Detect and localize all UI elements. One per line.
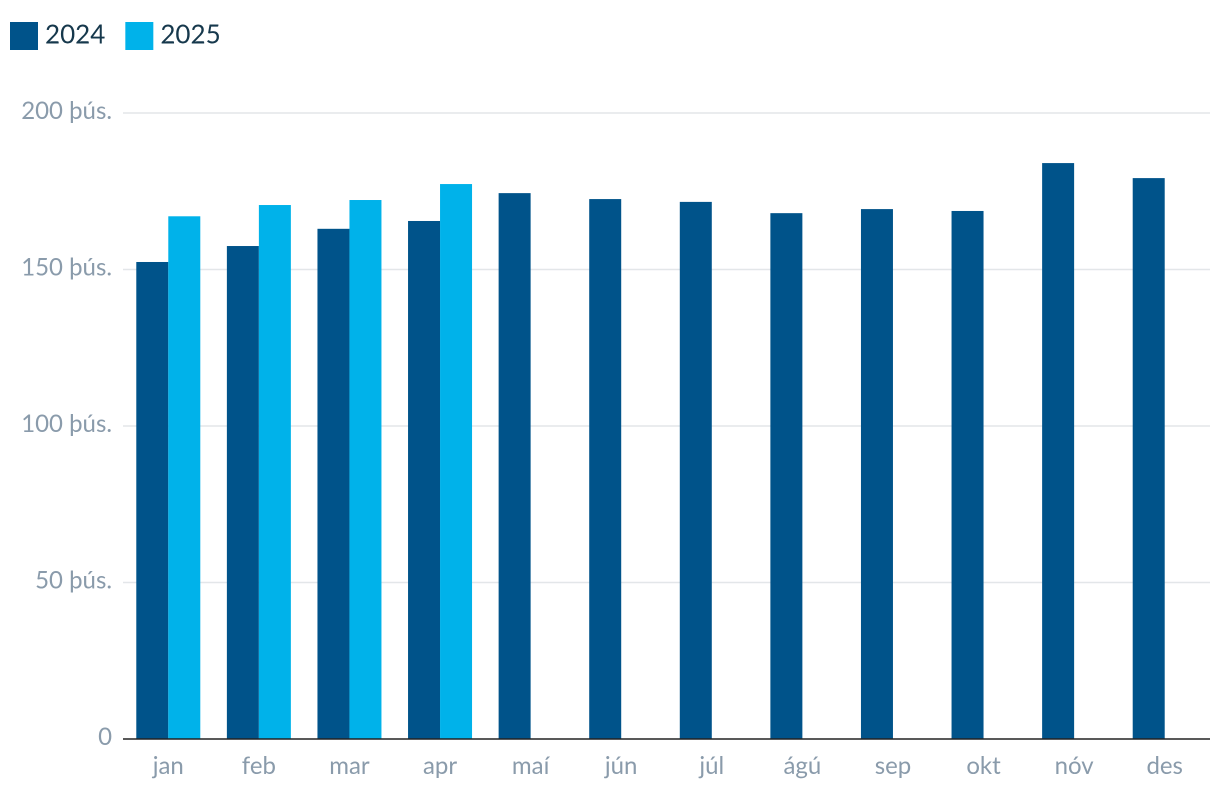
x-tick-label: okt bbox=[966, 751, 1001, 780]
bar bbox=[679, 201, 712, 740]
x-tick-label: jún bbox=[604, 751, 638, 780]
bar bbox=[136, 261, 169, 739]
x-tick-label: apr bbox=[423, 751, 457, 780]
x-tick-label: júl bbox=[698, 751, 724, 780]
bar bbox=[951, 210, 984, 739]
legend-swatch bbox=[125, 22, 154, 50]
y-tick-label: 0 bbox=[98, 722, 112, 751]
bar bbox=[770, 213, 803, 739]
bar bbox=[589, 199, 622, 739]
legend-label: 2024 bbox=[45, 18, 105, 50]
bar bbox=[168, 216, 201, 740]
y-tick-label: 100 þús. bbox=[21, 409, 112, 438]
x-tick-label: des bbox=[1146, 751, 1183, 780]
bar bbox=[226, 246, 259, 739]
x-tick-label: ágú bbox=[783, 751, 821, 780]
bar bbox=[408, 220, 441, 740]
bar bbox=[1132, 178, 1165, 739]
x-tick-label: feb bbox=[242, 751, 276, 780]
bar bbox=[1042, 163, 1075, 739]
bar bbox=[860, 209, 893, 739]
x-tick-label: mar bbox=[329, 751, 370, 780]
bar bbox=[349, 200, 382, 739]
x-tick-label: nóv bbox=[1055, 751, 1095, 780]
y-tick-label: 200 þús. bbox=[21, 96, 112, 125]
x-tick-label: jan bbox=[152, 751, 184, 780]
legend-swatch bbox=[10, 22, 38, 50]
bar bbox=[258, 205, 291, 740]
bar bbox=[498, 193, 531, 740]
bar bbox=[317, 228, 350, 739]
y-tick-label: 150 þús. bbox=[21, 253, 112, 282]
legend-label: 2025 bbox=[160, 18, 220, 50]
x-tick-label: sep bbox=[875, 751, 912, 780]
y-tick-label: 50 þús. bbox=[35, 566, 112, 595]
bar bbox=[440, 184, 473, 739]
x-tick-label: maí bbox=[512, 751, 551, 780]
